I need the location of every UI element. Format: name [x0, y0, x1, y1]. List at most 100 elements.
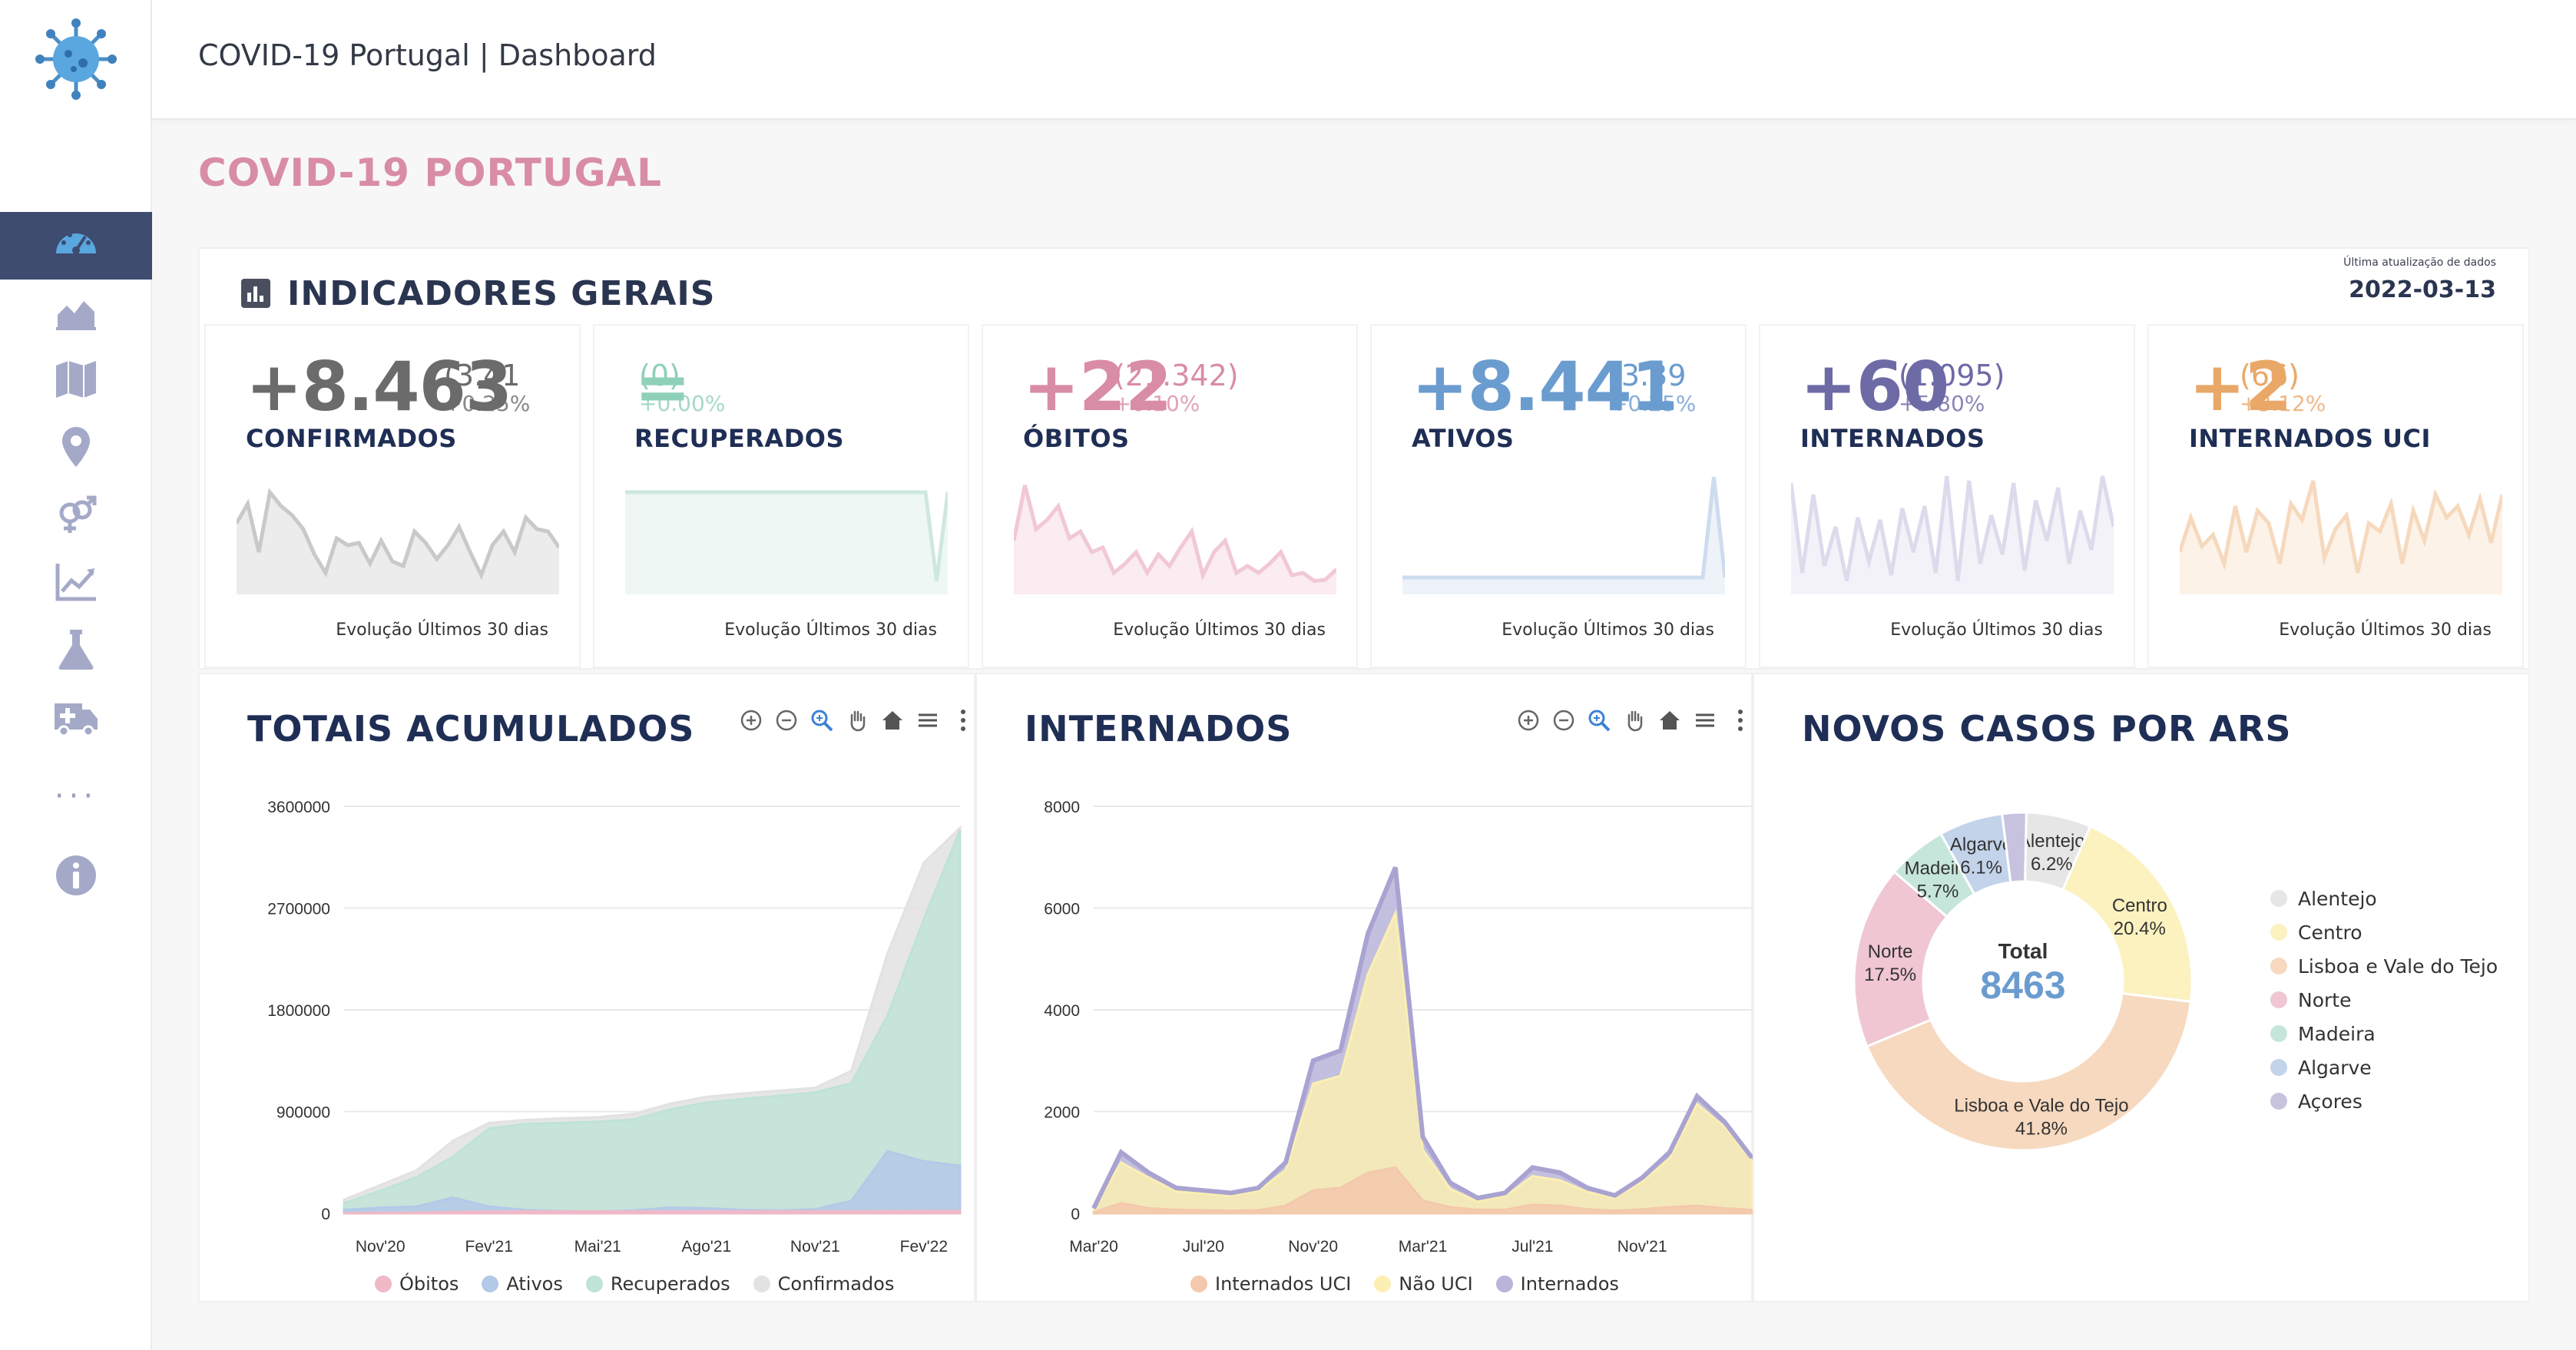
sparkline-area — [237, 492, 559, 594]
slice-category-label: Lisboa e Vale do Tejo — [1954, 1095, 2128, 1116]
hospitalized-card: INTERNADOS 0 2000 4000 6000 8000 Mar'20 Jul'20… — [975, 673, 1753, 1302]
sparkline-area — [625, 492, 948, 594]
nav-trend[interactable] — [0, 550, 152, 617]
hospitalized-legend: Internados UCI Não UCI Internados — [1190, 1273, 1619, 1295]
kpi-sparkline — [237, 488, 559, 594]
legend-dot — [2270, 1093, 2287, 1110]
slice-value-label: 6.1% — [1960, 858, 2002, 878]
legend-item[interactable]: Norte — [2270, 983, 2498, 1017]
y-tick-label: 2000 — [1044, 1104, 1080, 1122]
legend-item[interactable]: Centro — [2270, 915, 2498, 949]
kpi-label: INTERNADOS — [1800, 424, 1985, 453]
kpi-sparkline — [2180, 480, 2502, 594]
sparkline-area — [2180, 481, 2502, 594]
sparkline-area — [1014, 485, 1336, 594]
kpi-card-internados-uci: +2 (66) +3.12% INTERNADOS UCI Evolução Últim… — [2147, 324, 2524, 668]
zoom-in-icon[interactable] — [737, 706, 765, 734]
donut-center-label: Total — [1998, 939, 2048, 963]
nav-gender[interactable] — [0, 482, 152, 550]
kpi-card-confirmados: +8.463 (3.41 +0.25% CONFIRMADOS Evolução Últ… — [204, 324, 581, 668]
menu-icon[interactable] — [914, 706, 942, 734]
sparkline-line — [1402, 477, 1725, 580]
legend-item[interactable]: Internados — [1495, 1273, 1619, 1295]
kpi-percent: +0.00% — [639, 391, 726, 416]
app-title: COVID-19 Portugal | Dashboard — [198, 38, 657, 72]
legend-dot — [2270, 958, 2287, 974]
legend-label: Recuperados — [610, 1273, 730, 1295]
legend-item[interactable]: Confirmados — [753, 1273, 894, 1295]
kpi-footer: Evolução Últimos 30 dias — [2279, 620, 2492, 640]
y-tick-label: 3600000 — [267, 799, 330, 816]
nav-lab[interactable] — [0, 617, 152, 685]
legend-label: Açores — [2298, 1090, 2362, 1113]
legend-dot — [585, 1276, 603, 1292]
legend-item[interactable]: Ativos — [482, 1273, 563, 1295]
zoom-out-icon[interactable] — [773, 706, 800, 734]
zoom-select-icon[interactable] — [1585, 706, 1613, 734]
kpi-total: (1.095) — [1899, 359, 2005, 392]
x-tick-label: Nov'21 — [790, 1238, 840, 1256]
info-icon — [51, 851, 101, 903]
sparkline-line — [625, 490, 948, 581]
kpi-value: = — [634, 347, 691, 426]
slice-value-label: 41.8% — [2015, 1118, 2068, 1139]
legend-item[interactable]: Lisboa e Vale do Tejo — [2270, 949, 2498, 983]
kpi-total: (3.41 — [444, 359, 521, 392]
zoom-in-icon[interactable] — [1515, 706, 1542, 734]
kpi-footer: Evolução Últimos 30 dias — [1502, 620, 1714, 640]
more-vertical-icon[interactable] — [1727, 706, 1754, 734]
virus-logo-icon[interactable] — [34, 17, 118, 101]
home-icon[interactable] — [1656, 706, 1684, 734]
legend-dot — [375, 1276, 392, 1292]
more-vertical-icon[interactable] — [949, 706, 977, 734]
legend-item[interactable]: Internados UCI — [1190, 1273, 1351, 1295]
nav-map[interactable] — [0, 347, 152, 415]
kpi-sparkline — [1791, 475, 2114, 594]
legend-item[interactable]: Algarve — [2270, 1051, 2498, 1084]
more-dots-icon[interactable]: ··· — [54, 779, 98, 814]
kpi-value: +22 — [1023, 347, 1172, 426]
legend-item[interactable]: Madeira — [2270, 1017, 2498, 1051]
indicators-title: INDICADORES GERAIS — [287, 273, 716, 313]
pan-hand-icon[interactable] — [843, 706, 871, 734]
zoom-select-icon[interactable] — [808, 706, 836, 734]
totals-chart: 0 900000 1800000 2700000 3600000 Nov'20 Fev'21… — [267, 799, 962, 1256]
nav-location[interactable] — [0, 415, 152, 482]
nav-ambulance[interactable] — [0, 685, 152, 753]
x-tick-label: Nov'21 — [1617, 1238, 1667, 1256]
nav-info[interactable] — [0, 843, 152, 911]
legend-item[interactable]: Óbitos — [375, 1273, 459, 1295]
kpi-sparkline — [1402, 477, 1725, 594]
legend-item[interactable]: Alentejo — [2270, 882, 2498, 915]
totals-toolbar — [737, 706, 977, 734]
nav-dashboard[interactable] — [0, 212, 152, 280]
menu-icon[interactable] — [1691, 706, 1719, 734]
legend-label: Internados UCI — [1215, 1273, 1352, 1295]
pan-hand-icon[interactable] — [1621, 706, 1648, 734]
legend-label: Lisboa e Vale do Tejo — [2298, 955, 2498, 978]
legend-item[interactable]: Recuperados — [585, 1273, 730, 1295]
hospitalized-title: INTERNADOS — [1025, 708, 1293, 749]
kpi-value: +8.441 — [1412, 347, 1678, 426]
legend-label: Algarve — [2298, 1056, 2372, 1079]
ars-legend: Alentejo Centro Lisboa e Vale do Tejo Norte… — [2270, 882, 2498, 1118]
zoom-out-icon[interactable] — [1550, 706, 1578, 734]
slice-category-label: Algarve — [1950, 835, 2012, 855]
slice-value-label: 5.7% — [1917, 882, 1959, 902]
kpi-total: (3.39 — [1610, 359, 1687, 392]
legend-dot — [2270, 991, 2287, 1008]
kpi-footer: Evolução Últimos 30 dias — [1113, 620, 1326, 640]
x-tick-label: Fev'21 — [465, 1238, 513, 1256]
kpi-value: +60 — [1800, 347, 1949, 426]
legend-dot — [2270, 924, 2287, 941]
slice-value-label: 20.4% — [2114, 918, 2166, 939]
nav-area-chart[interactable] — [0, 280, 152, 347]
slice-category-label: Norte — [1868, 941, 1913, 962]
legend-item[interactable]: Não UCI — [1374, 1273, 1473, 1295]
home-icon[interactable] — [879, 706, 906, 734]
legend-item[interactable]: Açores — [2270, 1084, 2498, 1118]
kpi-total: (21.342) — [1114, 359, 1239, 392]
x-tick-label: Nov'20 — [356, 1238, 406, 1256]
kpi-card-recuperados: = (0) +0.00% RECUPERADOS Evolução Últimos 30… — [593, 324, 969, 668]
sidebar: ··· — [0, 0, 152, 1350]
